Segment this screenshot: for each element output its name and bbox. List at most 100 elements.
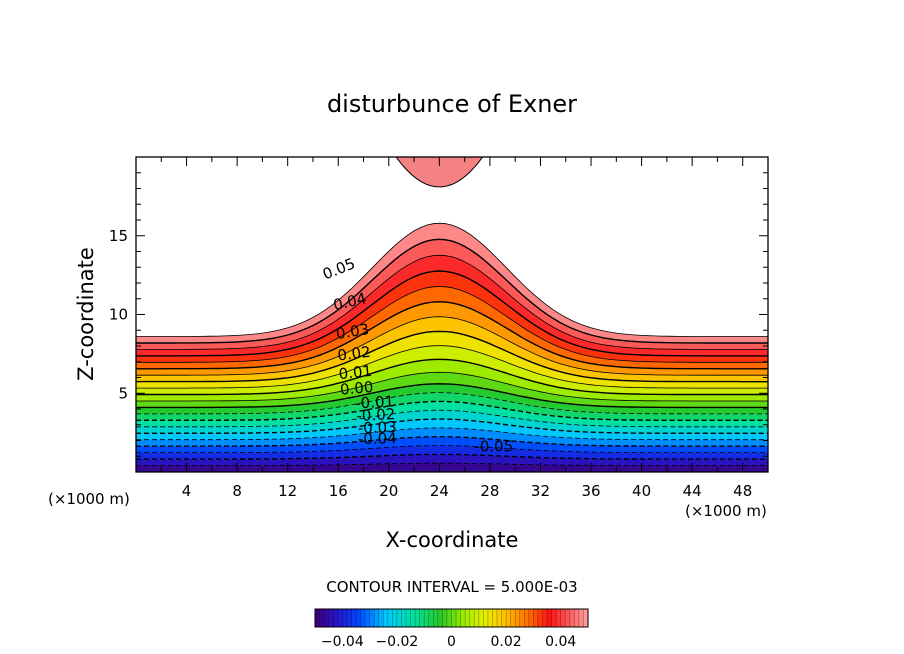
contour-fills [136, 157, 768, 472]
colorbar-segment [492, 609, 498, 627]
colorbar-segment [442, 609, 448, 627]
colorbar-segment [437, 609, 443, 627]
colorbar-segment [465, 609, 471, 627]
colorbar-segment [319, 609, 325, 627]
colorbar-segment [396, 609, 403, 627]
contour-line [136, 301, 768, 370]
contour-line [136, 427, 768, 441]
colorbar-segment [528, 609, 534, 627]
colorbar-segment [410, 609, 416, 627]
contour-line [136, 286, 768, 363]
colorbar-tick-label: −0.04 [321, 634, 364, 650]
contour-label: 0.00 [339, 378, 374, 399]
colorbar-segment [497, 609, 503, 627]
contour-line [136, 392, 768, 415]
colorbar-segment [506, 609, 512, 627]
colorbar-segment [537, 609, 544, 627]
x-tick-label: 44 [683, 482, 702, 500]
colorbar-tick-label: −0.02 [375, 634, 418, 650]
contour-lines [136, 222, 768, 466]
colorbar-segment [460, 609, 466, 627]
y-axis-label: Z-coordinate [74, 247, 98, 381]
x-tick-label: 32 [531, 482, 550, 500]
x-tick-label: 24 [430, 482, 449, 500]
colorbar-segment [446, 609, 453, 627]
colorbar-segment [547, 609, 553, 627]
x-tick-label: 36 [581, 482, 600, 500]
y-tick-label: 5 [118, 384, 128, 402]
colorbar-tick-label: 0.04 [545, 634, 576, 650]
contour-line [136, 400, 768, 421]
colorbar-segment [351, 609, 357, 627]
colorbar-segment [515, 609, 521, 627]
colorbar-segment [578, 609, 585, 627]
colorbar-segment [519, 609, 525, 627]
colorbar-tick-label: 0.02 [491, 634, 522, 650]
x-tick-label: 20 [379, 482, 398, 500]
colorbar-segment [387, 609, 393, 627]
colorbar-segment [392, 609, 398, 627]
contour-line [136, 445, 768, 453]
colorbar-segment [451, 609, 457, 627]
contour-label: 0.03 [335, 320, 371, 343]
x-axis-label: X-coordinate [386, 528, 519, 552]
colorbar-segment [433, 609, 439, 627]
contour-label: 0.02 [336, 343, 371, 365]
contour-label: -0.03 [358, 418, 397, 437]
contour-label: -0.04 [358, 429, 397, 448]
contour-interval-text: CONTOUR INTERVAL = 5.000E-03 [326, 578, 577, 596]
colorbar-segment [419, 609, 425, 627]
colorbar-tick-label: 0 [447, 634, 456, 650]
colorbar-segment [406, 609, 412, 627]
colorbar-segment [365, 609, 371, 627]
colorbar-segment [369, 609, 375, 627]
colorbar-segment [556, 609, 562, 627]
colorbar-segment [487, 609, 494, 627]
y-tick-label: 15 [109, 227, 128, 245]
x-tick-label: 4 [182, 482, 192, 500]
colorbar-segment [574, 609, 580, 627]
colorbar-segment [333, 609, 339, 627]
contour-line [136, 409, 768, 428]
colorbar-segment [551, 609, 557, 627]
colorbar-segment [346, 609, 352, 627]
colorbar-segment [483, 609, 489, 627]
contour-line [136, 358, 768, 396]
colorbar-segment [378, 609, 384, 627]
contour-label: -0.02 [356, 405, 396, 425]
contour-line [136, 418, 768, 434]
x-unit-left: (×1000 m) [48, 490, 130, 508]
colorbar-segment [360, 609, 366, 627]
colorbar-segment [478, 609, 484, 627]
contour-line [136, 330, 768, 383]
colorbar [314, 609, 589, 627]
colorbar-segment [469, 609, 475, 627]
colorbar-segment [533, 609, 539, 627]
contour-line [136, 238, 768, 344]
contour-line [136, 371, 768, 402]
contour-line [136, 270, 768, 357]
contour-labels: 0.050.040.030.020.010.00-0.01-0.02-0.03-… [320, 254, 513, 455]
contour-line [136, 435, 768, 447]
colorbar-segment [501, 609, 507, 627]
colorbar-segment [401, 609, 407, 627]
colorbar-segment [337, 609, 343, 627]
colorbar-segment [583, 609, 589, 627]
contour-label: 0.01 [338, 362, 373, 383]
x-tick-label: 8 [232, 482, 242, 500]
colorbar-segment [510, 609, 516, 627]
contour-label: -0.01 [355, 392, 395, 412]
upper-feature [395, 157, 484, 188]
contour-line [136, 254, 768, 350]
contour-line [136, 345, 768, 389]
colorbar-tick-labels: −0.04 −0.02 0 0.02 0.04 [321, 634, 577, 650]
y-tick-label: 10 [109, 306, 128, 324]
colorbar-segment [355, 609, 362, 627]
colorbar-segment [383, 609, 389, 627]
contour-line [136, 453, 768, 460]
colorbar-segment [524, 609, 530, 627]
x-tick-label: 16 [329, 482, 348, 500]
colorbar-segment [542, 609, 548, 627]
colorbar-segment [560, 609, 566, 627]
